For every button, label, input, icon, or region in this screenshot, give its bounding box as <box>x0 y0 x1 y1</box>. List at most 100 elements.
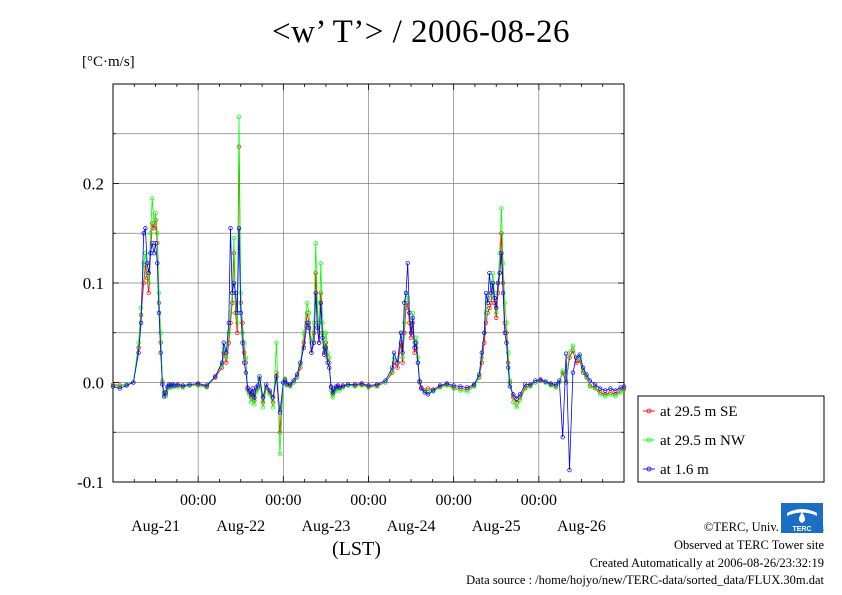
data-point <box>487 270 492 276</box>
data-point <box>414 335 419 340</box>
data-point <box>323 345 329 350</box>
data-point <box>235 330 240 335</box>
data-point <box>465 385 470 390</box>
data-point <box>608 386 613 391</box>
data-point <box>563 351 569 356</box>
data-point <box>219 360 225 365</box>
data-point <box>580 365 586 370</box>
data-point <box>412 345 417 350</box>
data-point <box>608 392 613 397</box>
data-point <box>117 386 122 391</box>
data-point <box>313 241 318 246</box>
data-point <box>274 340 279 345</box>
data-point <box>138 320 144 325</box>
data-point <box>414 340 419 345</box>
data-point <box>318 260 323 266</box>
data-point <box>340 383 346 388</box>
data-point <box>330 395 335 400</box>
data-point <box>313 290 318 296</box>
data-point <box>494 305 499 311</box>
y-tick-label: -0.1 <box>77 473 104 492</box>
data-point <box>548 381 553 386</box>
data-point <box>444 381 450 386</box>
data-point <box>236 114 242 119</box>
data-point <box>224 355 229 360</box>
data-point <box>431 388 436 393</box>
data-point <box>502 300 507 306</box>
legend-box <box>637 395 825 483</box>
data-point <box>405 295 410 301</box>
data-point <box>242 360 247 365</box>
data-point <box>231 280 237 286</box>
legend-marker <box>646 466 652 472</box>
data-point <box>153 211 158 216</box>
data-point <box>136 350 141 355</box>
data-point <box>240 340 245 345</box>
legend-marker <box>646 408 652 414</box>
data-point <box>506 350 511 355</box>
data-point <box>395 365 400 370</box>
data-point <box>151 221 157 226</box>
data-point <box>517 398 523 403</box>
data-point <box>270 405 276 410</box>
data-point <box>494 310 499 316</box>
data-point <box>407 310 412 316</box>
data-point <box>146 280 151 286</box>
data-point <box>242 350 247 355</box>
data-point <box>248 392 254 397</box>
data-point <box>497 270 502 276</box>
data-point <box>252 402 257 407</box>
data-point <box>477 372 482 377</box>
data-point <box>538 377 543 382</box>
data-point <box>238 310 243 316</box>
data-point <box>305 300 310 306</box>
data-point <box>196 381 201 386</box>
data-point <box>287 382 293 387</box>
x-tick-label-time: 00:00 <box>521 492 557 509</box>
legend-label: at 29.5 m SE <box>660 404 738 420</box>
data-point <box>574 355 579 360</box>
data-point <box>563 378 569 383</box>
data-point <box>483 320 489 325</box>
data-point <box>345 382 351 387</box>
data-point <box>124 383 129 388</box>
credit-observed: Observed at TERC Tower site <box>673 538 824 552</box>
data-point <box>291 378 296 383</box>
data-point <box>320 335 325 340</box>
data-point <box>592 382 598 387</box>
data-point <box>499 231 504 236</box>
terc-logo: TERC <box>781 503 823 533</box>
data-point <box>500 260 506 266</box>
data-point <box>504 340 509 345</box>
data-point <box>492 295 497 301</box>
data-point <box>563 380 569 385</box>
data-point <box>598 392 603 397</box>
y-tick-label: 0.0 <box>83 374 104 393</box>
data-point <box>422 390 427 395</box>
data-point <box>327 355 332 360</box>
data-point <box>410 315 415 320</box>
data-point <box>517 392 523 397</box>
data-point <box>294 372 300 377</box>
data-point <box>144 260 150 266</box>
data-point <box>146 270 151 276</box>
data-point <box>417 379 422 384</box>
data-point <box>160 382 165 387</box>
data-point <box>316 340 322 345</box>
legend: at 29.5 m SE at 29.5 m NW at 1.6 m <box>637 395 825 483</box>
data-point <box>309 340 314 345</box>
data-point <box>398 330 404 335</box>
data-point <box>366 383 371 388</box>
data-point <box>143 226 148 231</box>
data-point <box>374 382 380 387</box>
data-point <box>359 381 364 386</box>
series-line <box>112 116 625 455</box>
data-point <box>161 394 167 399</box>
data-point <box>458 388 463 393</box>
data-point <box>603 394 608 399</box>
y-tick-label: 0.2 <box>83 175 104 194</box>
data-point <box>402 300 407 306</box>
series-line <box>112 228 625 471</box>
data-point <box>248 400 254 405</box>
data-point <box>325 350 330 355</box>
